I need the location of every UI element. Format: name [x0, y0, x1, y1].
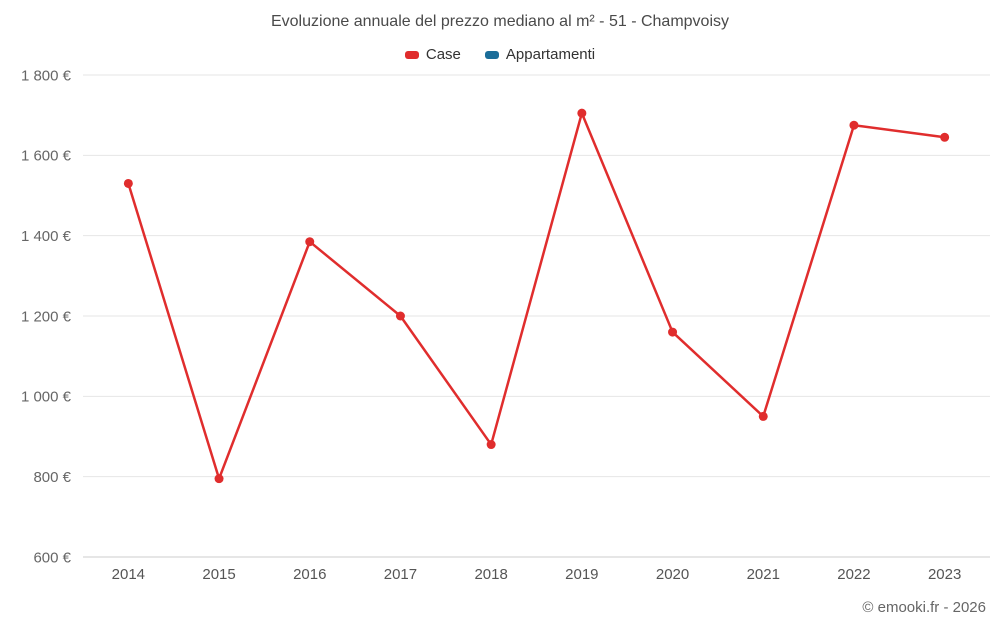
x-axis-tick-label: 2020 [656, 566, 689, 583]
y-axis-tick-label: 1 200 € [21, 308, 72, 325]
x-axis-tick-label: 2018 [474, 566, 507, 583]
x-axis-tick-label: 2014 [112, 566, 145, 583]
x-axis-tick-label: 2016 [293, 566, 326, 583]
y-axis-tick-label: 800 € [33, 469, 71, 486]
legend-label: Case [425, 46, 461, 63]
y-axis-tick-label: 600 € [33, 549, 71, 566]
series-line-case [127, 111, 945, 480]
data-point-case[interactable] [486, 440, 496, 450]
data-point-case[interactable] [758, 411, 768, 421]
x-axis-tick-label: 2023 [928, 566, 961, 583]
data-point-case[interactable] [940, 132, 950, 142]
chart-title: Evoluzione annuale del prezzo mediano al… [270, 13, 729, 30]
data-point-case[interactable] [395, 311, 405, 321]
legend-swatch-case [404, 50, 419, 59]
credit-text: © emooki.fr - 2026 [862, 599, 986, 616]
data-point-case[interactable] [668, 327, 678, 337]
legend-swatch-appartamenti [484, 50, 499, 59]
data-point-case[interactable] [305, 237, 315, 247]
legend: Case Appartamenti [0, 46, 1000, 63]
data-point-case[interactable] [123, 178, 133, 188]
x-axis-tick-label: 2022 [837, 566, 870, 583]
x-axis-tick-label: 2019 [565, 566, 598, 583]
legend-item-appartamenti[interactable]: Appartamenti [484, 46, 596, 63]
data-point-case[interactable] [577, 108, 587, 118]
y-axis-tick-label: 1 600 € [21, 148, 72, 165]
x-axis-tick-label: 2015 [202, 566, 235, 583]
data-point-case[interactable] [214, 474, 224, 484]
data-point-case[interactable] [849, 120, 859, 130]
legend-label: Appartamenti [505, 46, 596, 63]
x-axis-tick-label: 2017 [384, 566, 417, 583]
legend-item-case[interactable]: Case [404, 46, 461, 63]
y-axis-tick-label: 1 400 € [21, 228, 72, 245]
y-axis-tick-label: 1 800 € [21, 67, 72, 84]
y-axis-tick-label: 1 000 € [21, 389, 72, 406]
x-axis-tick-label: 2021 [747, 566, 780, 583]
